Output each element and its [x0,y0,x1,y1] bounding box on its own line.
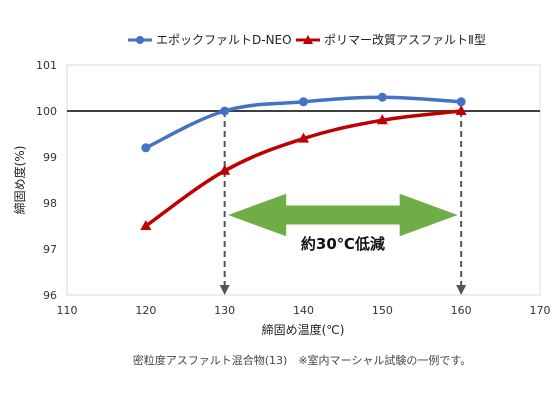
series-1-point [299,97,308,107]
y-tick-label: 96 [43,289,57,302]
range-annotation-label: 約30℃低減 [301,235,385,253]
legend-marker-1 [136,36,144,44]
x-tick-label: 130 [214,304,235,317]
series-2-point [140,220,152,230]
series-2-point [376,114,388,125]
dashed-marker-arrowhead [456,285,467,295]
series-1-point [220,106,230,116]
plot-frame [66,64,541,296]
series-2-point [455,105,467,115]
series-1-point [377,92,387,102]
x-tick-label: 140 [293,304,314,317]
y-tick-label: 101 [36,59,57,72]
footnote: 密粒度アスファルト混合物(13) ※室内マーシャル試験の一例です。 [133,353,471,367]
x-tick-label: 120 [135,304,156,317]
y-tick-label: 97 [43,243,57,256]
series-1-point [141,143,151,153]
y-tick-label: 99 [43,151,57,164]
x-tick-label: 160 [451,304,472,317]
series-2-point [219,164,231,175]
series-1-point [456,97,466,107]
y-tick-label: 98 [43,197,57,210]
legend-marker-2 [303,35,313,44]
dashed-marker-arrowhead [219,285,230,295]
range-double-arrow [225,192,461,238]
x-tick-label: 150 [372,304,393,317]
legend-label-2: ポリマー改質アスファルトⅡ型 [324,32,486,47]
legend-label-1: エポックファルトD-NEO [156,33,292,47]
y-tick-label: 100 [36,105,57,118]
x-axis-title: 締固め温度(℃) [262,322,345,337]
x-tick-label: 110 [57,304,78,317]
y-axis-title: 締固め度(%) [12,146,27,215]
x-tick-label: 170 [530,304,551,317]
plot-area: 96 97 98 99 100 101 110 120 130 140 150 160 170 約30℃低… [36,59,551,317]
legend: エポックファルトD-NEO ポリマー改質アスファルトⅡ型 [128,32,486,47]
series-2-point [298,132,309,143]
